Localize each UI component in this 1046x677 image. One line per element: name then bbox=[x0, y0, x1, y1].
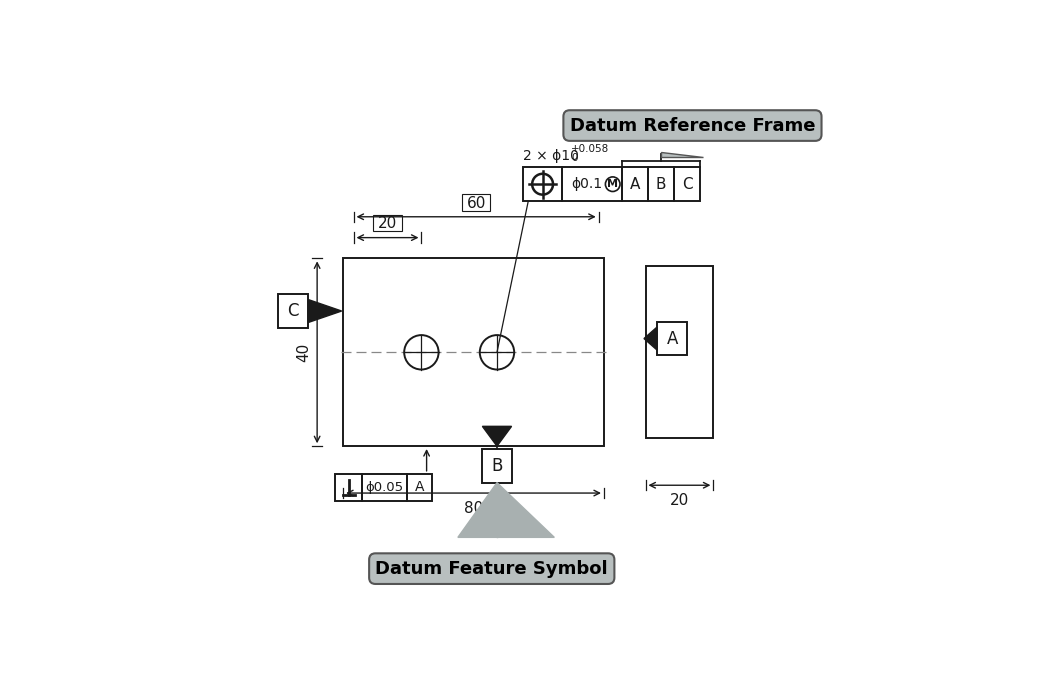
Text: A: A bbox=[666, 330, 678, 347]
Bar bbox=[657, 322, 687, 355]
Bar bbox=[336, 474, 363, 501]
Bar bbox=[523, 167, 562, 201]
Bar bbox=[562, 167, 622, 201]
Text: Datum Reference Frame: Datum Reference Frame bbox=[570, 116, 815, 135]
Bar bbox=[363, 474, 407, 501]
Text: B: B bbox=[656, 177, 666, 192]
Text: 40: 40 bbox=[296, 343, 311, 362]
Polygon shape bbox=[482, 427, 511, 446]
Text: A: A bbox=[630, 177, 640, 192]
Bar bbox=[675, 167, 700, 201]
Bar bbox=[461, 194, 491, 211]
Bar bbox=[482, 449, 513, 483]
Text: 20: 20 bbox=[669, 493, 689, 508]
Bar bbox=[645, 266, 713, 438]
Bar bbox=[622, 167, 649, 201]
Text: +0.058: +0.058 bbox=[571, 144, 609, 154]
Bar bbox=[649, 167, 675, 201]
Bar bbox=[343, 259, 604, 446]
Text: 0: 0 bbox=[571, 152, 577, 162]
Bar bbox=[407, 474, 432, 501]
Text: B: B bbox=[492, 457, 503, 475]
Text: Datum Feature Symbol: Datum Feature Symbol bbox=[376, 560, 608, 577]
Text: 20: 20 bbox=[378, 217, 397, 232]
Text: ϕ0.05: ϕ0.05 bbox=[366, 481, 404, 494]
Polygon shape bbox=[309, 299, 342, 322]
Text: M: M bbox=[608, 179, 618, 189]
Text: 80: 80 bbox=[463, 501, 483, 516]
Text: 60: 60 bbox=[467, 196, 485, 211]
Polygon shape bbox=[458, 483, 554, 538]
Polygon shape bbox=[661, 152, 703, 157]
Bar bbox=[278, 294, 309, 328]
Bar bbox=[373, 215, 402, 232]
Text: 2 × ϕ10: 2 × ϕ10 bbox=[523, 149, 578, 163]
Text: C: C bbox=[682, 177, 692, 192]
Text: C: C bbox=[288, 302, 299, 320]
Polygon shape bbox=[644, 327, 657, 350]
Text: ϕ0.1: ϕ0.1 bbox=[571, 177, 602, 191]
Text: A: A bbox=[414, 480, 424, 494]
